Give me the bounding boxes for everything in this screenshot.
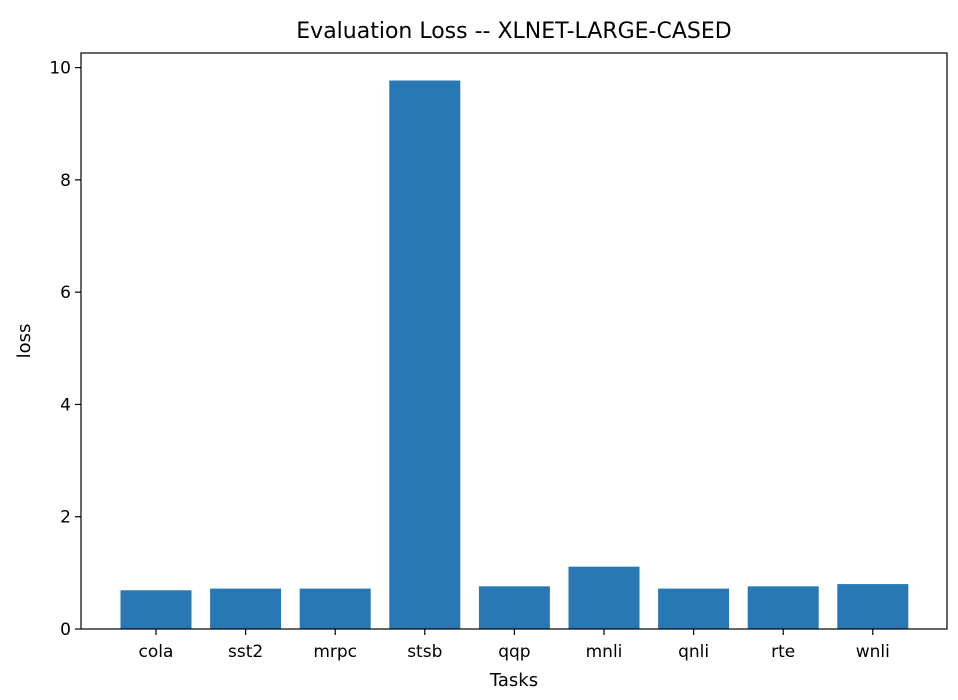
y-tick-label: 6 [60,283,71,303]
x-tick-label: mnli [586,642,623,662]
x-tick-label: qqp [498,642,530,662]
chart-title: Evaluation Loss -- XLNET-LARGE-CASED [296,19,731,44]
x-axis-ticks: cola sst2 mrpc stsb qqp mnli qnli rte wnli [139,629,890,662]
x-tick-label: mrpc [313,642,357,662]
y-tick-label: 10 [49,59,71,79]
x-tick-label: sst2 [228,642,263,662]
bar-qnli [658,588,730,629]
bar-mrpc [299,588,371,629]
x-axis-label: Tasks [489,670,538,691]
bar-wnli [837,584,909,629]
y-tick-label: 8 [60,171,71,191]
plot-frame [80,52,948,630]
y-tick-label: 4 [60,395,71,415]
x-tick-label: stsb [407,642,442,662]
bars-group [120,80,909,629]
bar-cola [120,590,192,629]
bar-stsb [389,80,461,629]
bar-mnli [568,566,640,629]
bar-qqp [478,586,550,629]
bar-rte [747,586,819,629]
y-axis-label: loss [14,324,35,359]
y-tick-label: 2 [60,508,71,528]
bar-sst2 [210,588,282,629]
x-tick-label: cola [139,642,174,662]
y-tick-label: 0 [60,620,71,640]
x-tick-label: wnli [856,642,890,662]
x-tick-label: qnli [678,642,709,662]
y-axis-ticks: 0 2 4 6 8 10 [49,59,81,640]
x-tick-label: rte [771,642,795,662]
